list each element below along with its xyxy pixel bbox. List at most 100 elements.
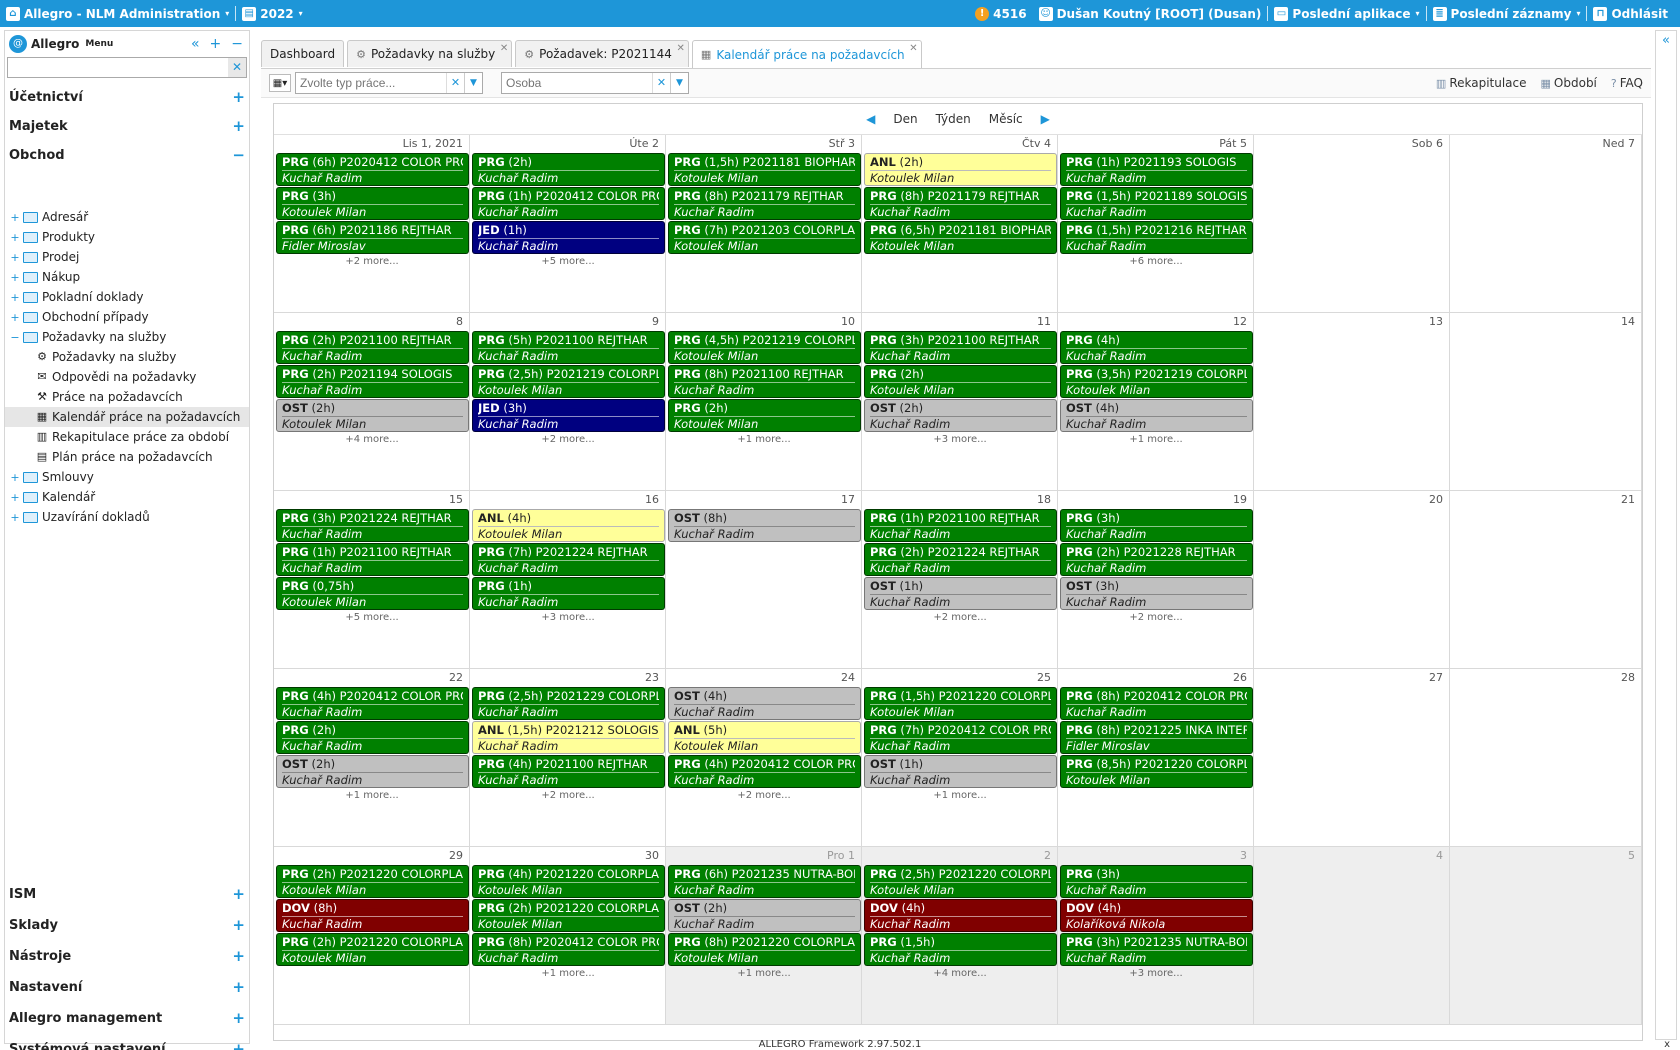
section-toggle-icon[interactable]: + — [232, 947, 245, 965]
close-footer-icon[interactable]: x — [1664, 1039, 1670, 1050]
more-link[interactable]: +1 more... — [345, 790, 399, 801]
calendar-event[interactable]: PRG (6h) P2020412 COLOR PROFI Kuchař Radi… — [276, 153, 469, 186]
day-cell[interactable]: 4 — [1254, 847, 1450, 1025]
calendar-event[interactable]: PRG (1h) Kuchař Radim — [472, 577, 665, 610]
user-menu[interactable]: ☺ Dušan Koutný [ROOT] (Dusan) — [1033, 6, 1268, 21]
calendar-event[interactable]: PRG (8h) P2021100 REJTHAR Kuchař Radim — [668, 365, 861, 398]
day-cell[interactable]: Lis 1, 2021 PRG (6h) P2020412 COLOR PROFI… — [274, 135, 470, 313]
day-cell[interactable]: 11 PRG (3h) P2021100 REJTHAR Kuchař Radim P… — [862, 313, 1058, 491]
more-link[interactable]: +2 more... — [541, 790, 595, 801]
expand-right-panel-icon[interactable]: « — [1662, 33, 1670, 48]
close-tab-icon[interactable]: ✕ — [676, 43, 685, 54]
calendar-event[interactable]: PRG (1h) P2021100 REJTHAR Kuchař Radim — [276, 543, 469, 576]
tree-expander-icon[interactable]: + — [10, 510, 20, 524]
calendar-event[interactable]: PRG (7h) P2021203 COLORPLAST Kotoulek Mil… — [668, 221, 861, 254]
calendar-event[interactable]: OST (8h) Kuchař Radim — [668, 509, 861, 542]
calendar-event[interactable]: PRG (7h) P2020412 COLOR PROFI Kuchař Radi… — [864, 721, 1057, 754]
calendar-event[interactable]: PRG (1h) P2021193 SOLOGIS Kuchař Radim — [1060, 153, 1253, 186]
calendar-event[interactable]: ANL (4h) Kotoulek Milan — [472, 509, 665, 542]
calendar-event[interactable]: PRG (3h) Kotoulek Milan — [276, 187, 469, 220]
day-cell[interactable]: 9 PRG (5h) P2021100 REJTHAR Kuchař Radim PR… — [470, 313, 666, 491]
tasks-indicator[interactable]: ! 4516 — [969, 6, 1032, 21]
recent-records-menu[interactable]: ≣ Poslední záznamy ▾ — [1427, 6, 1587, 21]
day-cell[interactable]: 15 PRG (3h) P2021224 REJTHAR Kuchař Radim P… — [274, 491, 470, 669]
more-link[interactable]: +1 more... — [933, 790, 987, 801]
section-toggle-icon[interactable]: + — [232, 117, 245, 135]
calendar-event[interactable]: PRG (3h) Kuchař Radim — [1060, 865, 1253, 898]
tree-expander-icon[interactable]: − — [10, 330, 20, 344]
recap-button[interactable]: ▥ Rekapitulace — [1436, 76, 1527, 90]
calendar-event[interactable]: PRG (2h) P2021100 REJTHAR Kuchař Radim — [276, 331, 469, 364]
calendar-event[interactable]: PRG (1h) P2020412 COLOR PROFI Kuchař Radi… — [472, 187, 665, 220]
calendar-event[interactable]: PRG (6h) P2021186 REJTHAR Fidler Miroslav — [276, 221, 469, 254]
section-toggle-icon[interactable]: + — [232, 916, 245, 934]
section-toggle-icon[interactable]: + — [232, 885, 245, 903]
tab-3[interactable]: ▦ Kalendář práce na požadavcích ✕ — [691, 40, 922, 68]
calendar-event[interactable]: PRG (2h) P2021220 COLORPLAST Kotoulek Mil… — [276, 865, 469, 898]
calendar-event[interactable]: PRG (4h) P2020412 COLOR PROFI Kuchař Radi… — [668, 755, 861, 788]
sidebar-section[interactable]: ISM + — [9, 881, 249, 907]
close-tab-icon[interactable]: ✕ — [909, 43, 918, 54]
more-link[interactable]: +2 more... — [1129, 612, 1183, 623]
calendar-event[interactable]: PRG (0,75h) Kotoulek Milan — [276, 577, 469, 610]
calendar-event[interactable]: PRG (5h) P2021100 REJTHAR Kuchař Radim — [472, 331, 665, 364]
day-cell[interactable]: Ned 7 — [1450, 135, 1642, 313]
calendar-event[interactable]: PRG (8h) P2021179 REJTHAR Kuchař Radim — [864, 187, 1057, 220]
day-cell[interactable]: 18 PRG (1h) P2021100 REJTHAR Kuchař Radim P… — [862, 491, 1058, 669]
day-cell[interactable]: 27 — [1254, 669, 1450, 847]
faq-button[interactable]: ? FAQ — [1611, 76, 1643, 90]
calendar-event[interactable]: PRG (2h) Kotoulek Milan — [864, 365, 1057, 398]
calendar-event[interactable]: PRG (8h) P2021220 COLORPLAST Kotoulek Mil… — [668, 933, 861, 966]
tree-item[interactable]: + Adresář — [5, 207, 249, 227]
tab-1[interactable]: ⚙ Požadavky na služby ✕ — [347, 40, 513, 67]
calendar-event[interactable]: PRG (1,5h) P2021189 SOLOGIS Kuchař Radim — [1060, 187, 1253, 220]
sidebar-section[interactable]: Obchod − — [9, 142, 249, 168]
calendar-event[interactable]: PRG (3h) P2021224 REJTHAR Kuchař Radim — [276, 509, 469, 542]
view-day-button[interactable]: Den — [893, 112, 918, 126]
calendar-event[interactable]: PRG (8h) P2020412 COLOR PROFI Kuchař Radi… — [1060, 687, 1253, 720]
day-cell[interactable]: 16 ANL (4h) Kotoulek Milan PRG (7h) P202122… — [470, 491, 666, 669]
tab-0[interactable]: Dashboard — [261, 40, 345, 67]
tree-expander-icon[interactable]: + — [10, 310, 20, 324]
calendar-event[interactable]: OST (4h) Kuchař Radim — [668, 687, 861, 720]
calendar-event[interactable]: PRG (8h) P2021225 INKA INTERIERFidler Mi… — [1060, 721, 1253, 754]
more-link[interactable]: +3 more... — [933, 434, 987, 445]
calendar-event[interactable]: PRG (3h) Kuchař Radim — [1060, 509, 1253, 542]
collapse-all-icon[interactable]: − — [231, 35, 243, 52]
tree-item[interactable]: ✉ Odpovědi na požadavky — [5, 367, 249, 387]
calendar-event[interactable]: OST (2h) Kuchař Radim — [276, 755, 469, 788]
clear-person-icon[interactable]: ✕ — [652, 73, 670, 93]
calendar-event[interactable]: PRG (2h) P2021228 REJTHAR Kuchař Radim — [1060, 543, 1253, 576]
more-link[interactable]: +1 more... — [541, 968, 595, 979]
calendar-event[interactable]: PRG (2h) Kuchař Radim — [276, 721, 469, 754]
tab-2[interactable]: ⚙ Požadavek: P2021144 ✕ — [515, 40, 689, 67]
clear-search-icon[interactable]: ✕ — [228, 58, 246, 77]
sidebar-section[interactable]: Účetnictví + — [9, 84, 249, 110]
tree-expander-icon[interactable]: + — [10, 490, 20, 504]
calendar-event[interactable]: PRG (3h) P2021235 NUTRA-BONA Kuchař Radim — [1060, 933, 1253, 966]
more-link[interactable]: +2 more... — [737, 790, 791, 801]
section-toggle-icon[interactable]: + — [232, 1009, 245, 1027]
person-input[interactable] — [502, 73, 652, 93]
menu-search-input[interactable] — [8, 58, 220, 77]
calendar-event[interactable]: PRG (2h) Kotoulek Milan — [668, 399, 861, 432]
work-type-dropdown-icon[interactable]: ▼ — [464, 73, 482, 93]
day-cell[interactable]: 22 PRG (4h) P2020412 COLOR PROFI Kuchař Ra… — [274, 669, 470, 847]
calendar-event[interactable]: OST (2h) Kuchař Radim — [864, 399, 1057, 432]
more-link[interactable]: +4 more... — [933, 968, 987, 979]
more-link[interactable]: +2 more... — [345, 256, 399, 267]
day-cell[interactable]: 26 PRG (8h) P2020412 COLOR PROFI Kuchař Ra… — [1058, 669, 1254, 847]
day-cell[interactable]: Úte 2 PRG (2h) Kuchař Radim PRG (1h) P20204… — [470, 135, 666, 313]
calendar-event[interactable]: PRG (3h) P2021100 REJTHAR Kuchař Radim — [864, 331, 1057, 364]
close-tab-icon[interactable]: ✕ — [499, 43, 509, 54]
day-cell[interactable]: Čtv 4 ANL (2h) Kotoulek Milan PRG (8h) P202… — [862, 135, 1058, 313]
calendar-event[interactable]: PRG (1,5h) Kuchař Radim — [864, 933, 1057, 966]
work-type-input[interactable] — [296, 73, 446, 93]
logout-button[interactable]: ⊓ Odhlásit — [1587, 6, 1674, 21]
calendar-event[interactable]: ANL (1,5h) P2021212 SOLOGIS Kuchař Radim — [472, 721, 665, 754]
more-link[interactable]: +5 more... — [345, 612, 399, 623]
sidebar-section[interactable]: Sklady + — [9, 912, 249, 938]
